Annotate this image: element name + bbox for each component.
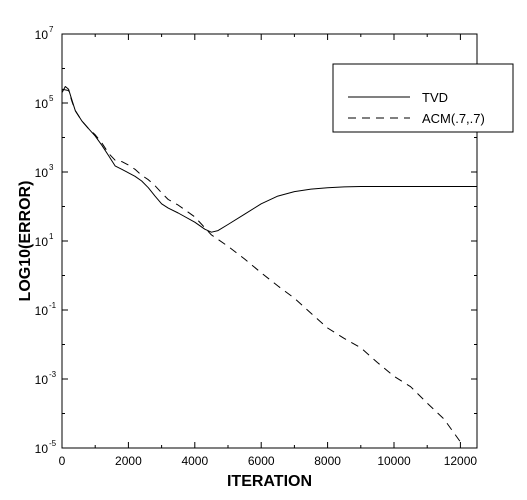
legend: TVD ACM(.7,.7) bbox=[332, 63, 514, 133]
x-tick-label: 8000 bbox=[314, 454, 341, 468]
y-tick-label-base: 10 bbox=[35, 304, 49, 318]
y-tick-label-base: 10 bbox=[35, 166, 49, 180]
y-tick-label-base: 10 bbox=[35, 28, 49, 42]
plot-frame bbox=[61, 33, 478, 449]
y-tick-label-exponent: -5 bbox=[49, 439, 57, 448]
x-axis-title: ITERATION bbox=[227, 473, 312, 490]
y-axis-title: LOG10(ERROR) bbox=[17, 181, 34, 302]
y-tick-label-exponent: 3 bbox=[49, 163, 54, 172]
y-tick-label-base: 10 bbox=[35, 442, 49, 456]
series-line-tvd bbox=[61, 86, 477, 233]
x-tick-label: 12000 bbox=[444, 454, 478, 468]
series-layer bbox=[61, 86, 477, 443]
y-tick-label-exponent: 7 bbox=[49, 25, 54, 34]
legend-label-tvd: TVD bbox=[422, 90, 448, 105]
y-tick-label-base: 10 bbox=[35, 373, 49, 387]
y-tick-label-exponent: 5 bbox=[49, 94, 54, 103]
x-tick-label: 6000 bbox=[248, 454, 275, 468]
x-tick-label: 10000 bbox=[377, 454, 411, 468]
y-tick-label-exponent: -1 bbox=[49, 301, 57, 310]
x-tick-label: 4000 bbox=[181, 454, 208, 468]
x-tick-label: 2000 bbox=[115, 454, 142, 468]
series-line-acm bbox=[61, 88, 461, 443]
y-tick-label-base: 10 bbox=[35, 235, 49, 249]
y-tick-label-base: 10 bbox=[35, 97, 49, 111]
legend-label-acm: ACM(.7,.7) bbox=[422, 111, 485, 126]
y-tick-label-exponent: 1 bbox=[49, 232, 54, 241]
x-tick-label: 0 bbox=[59, 454, 66, 468]
y-tick-label-exponent: -3 bbox=[49, 370, 57, 379]
legend-box bbox=[332, 63, 514, 133]
